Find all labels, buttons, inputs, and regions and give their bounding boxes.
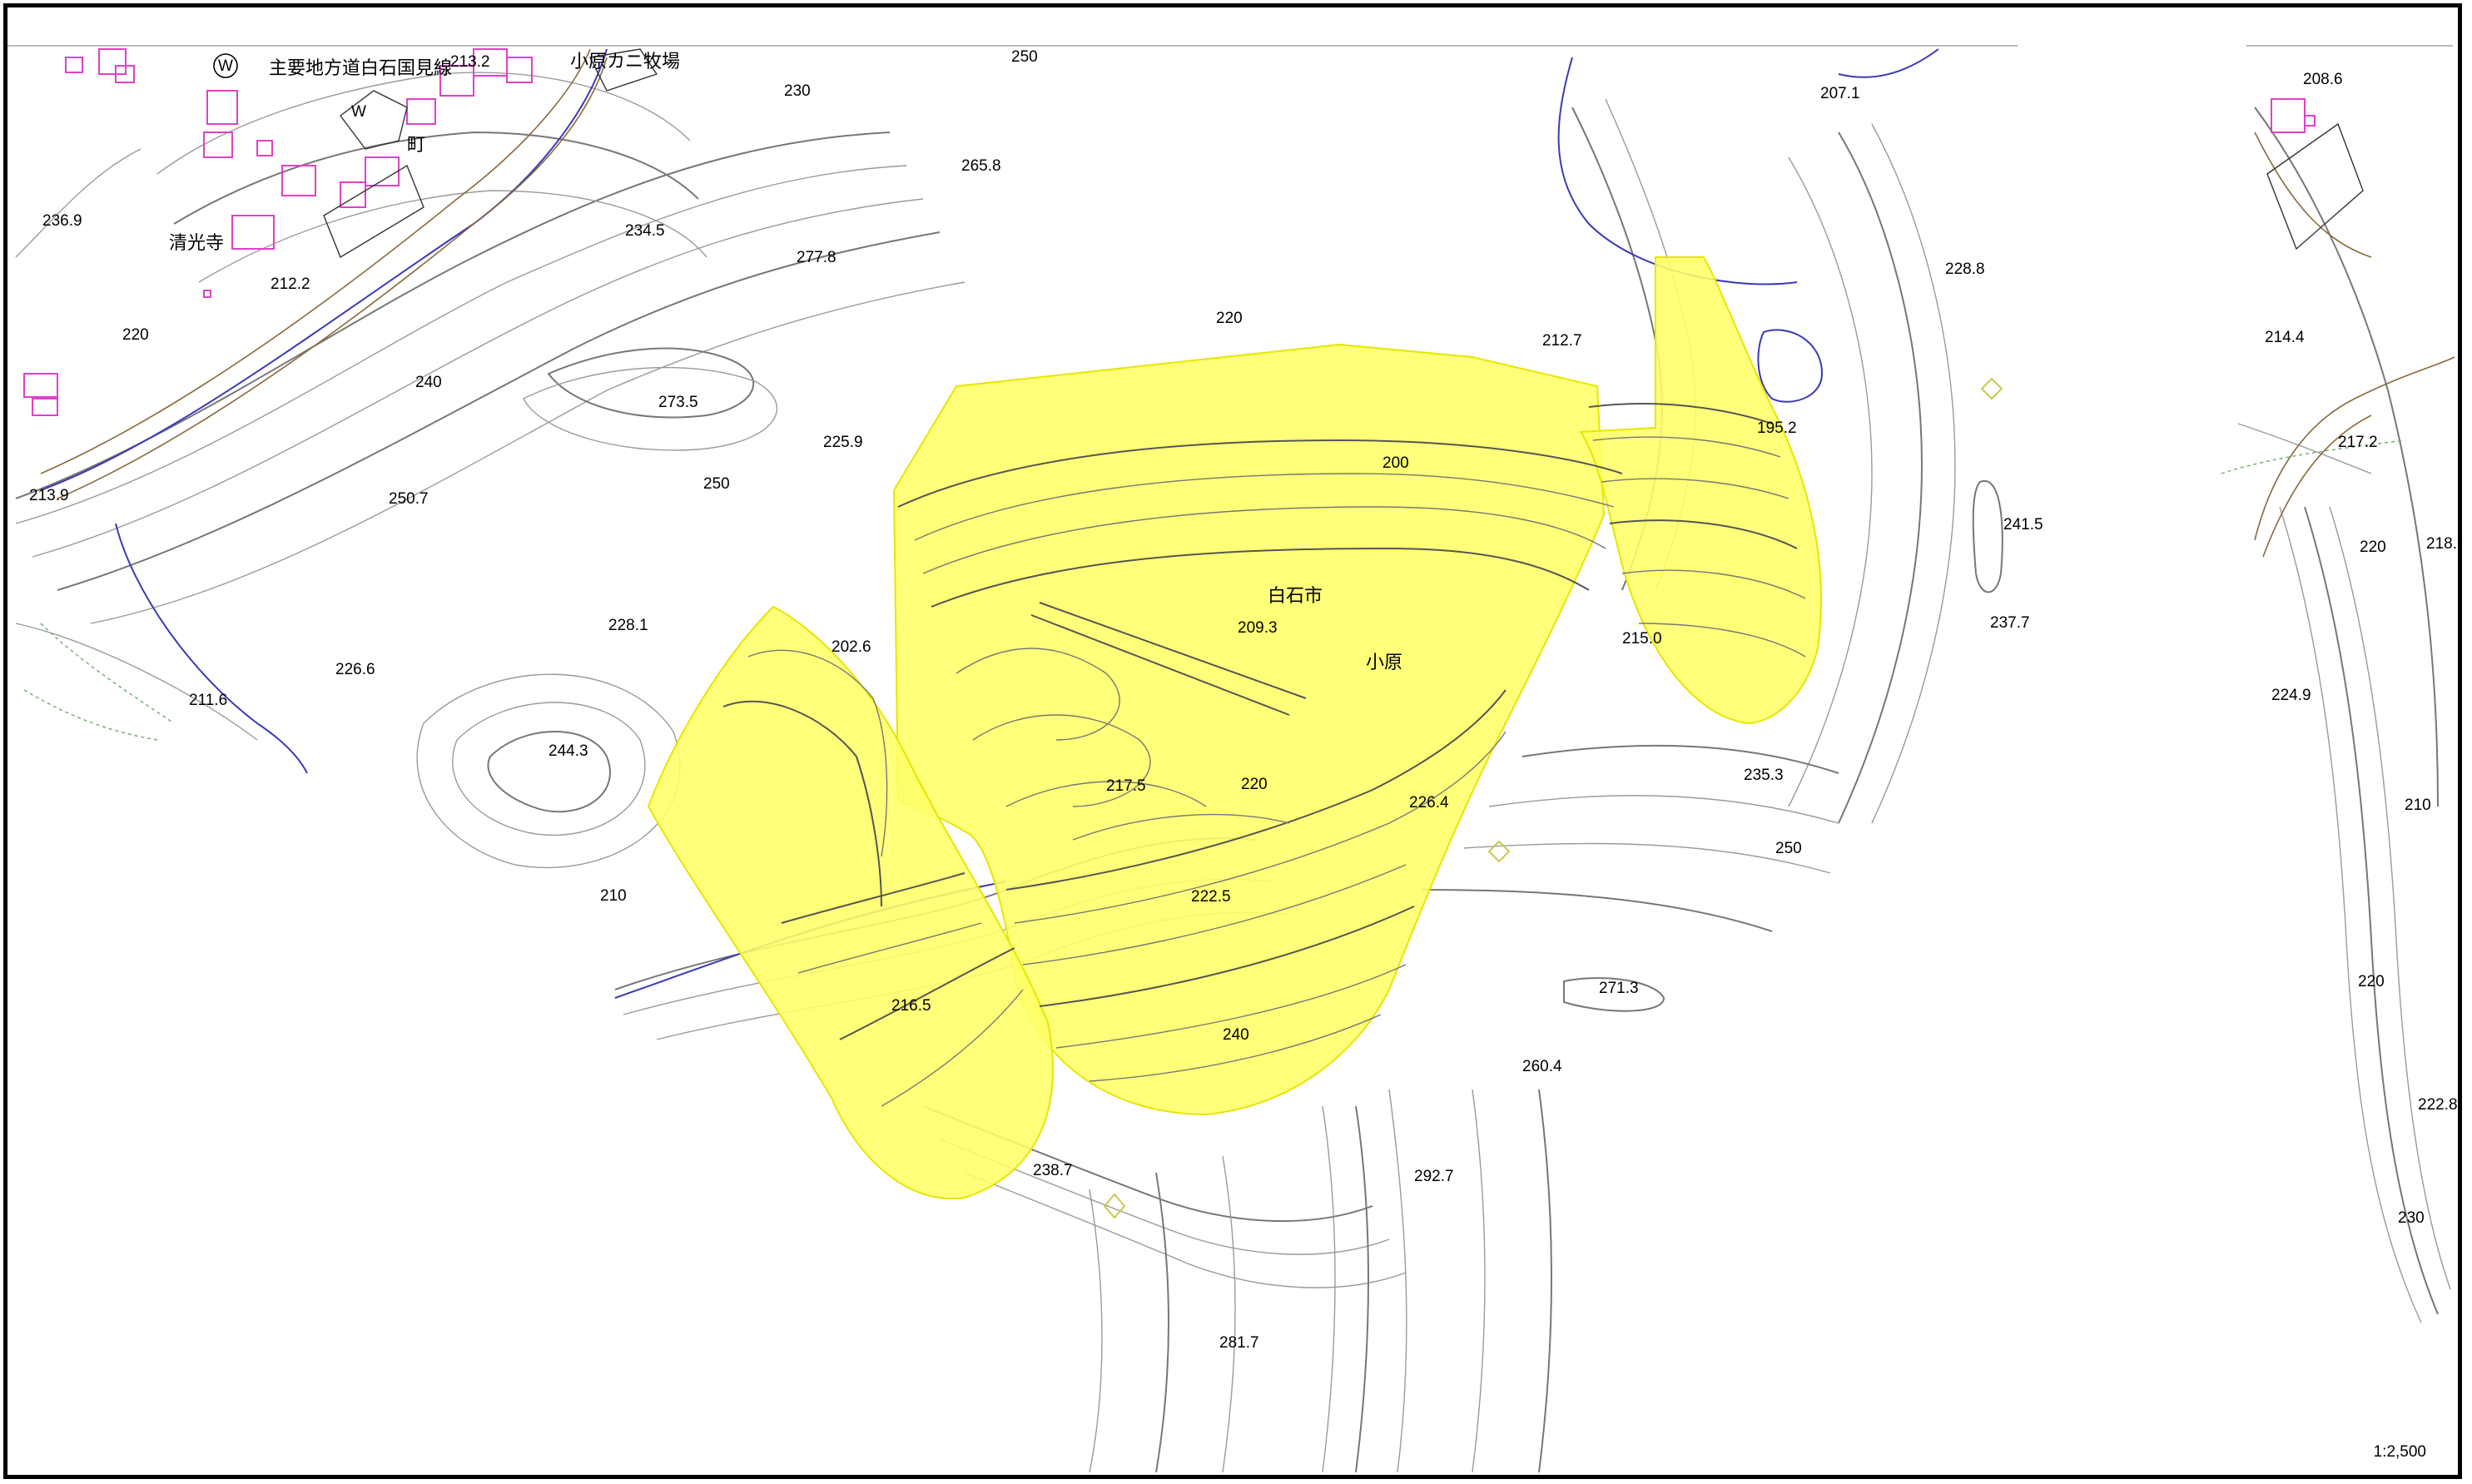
- elevation-label: 209.3: [1238, 619, 1278, 637]
- elevation-label: 240: [415, 374, 442, 391]
- elevation-label: 244.3: [549, 742, 588, 760]
- elevation-label: 212.7: [1542, 332, 1582, 350]
- elevation-label: 226.4: [1409, 794, 1449, 811]
- elevation-label: 292.7: [1414, 1168, 1454, 1185]
- elevation-label: 250: [1011, 48, 1038, 66]
- map-symbols: W W: [213, 53, 366, 121]
- map-top-border: [7, 45, 2458, 47]
- buildings: [23, 48, 2316, 416]
- elevation-label: 240: [1223, 1026, 1249, 1044]
- elevation-label: 237.7: [1990, 614, 2030, 632]
- elevation-label: 218.9: [2426, 535, 2462, 553]
- elevation-label: 216.5: [891, 997, 931, 1015]
- elevation-label: 236.9: [42, 212, 82, 230]
- symbol-w-1: W: [218, 57, 233, 75]
- elevation-label: 250: [1775, 840, 1802, 857]
- temple-name-label: 清光寺: [169, 232, 224, 253]
- elevation-label: 230: [784, 82, 811, 100]
- elevation-label: 235.3: [1744, 767, 1784, 784]
- ranch-name-label: 小原カニ牧場: [570, 51, 680, 72]
- roads: [40, 48, 2455, 558]
- road-name-label: 主要地方道白石国見線: [269, 57, 452, 78]
- elevation-label: 265.8: [961, 157, 1001, 175]
- elevation-label: 217.2: [2338, 434, 2378, 451]
- elevation-label: 250: [703, 475, 730, 493]
- dotted-paths: [23, 439, 2405, 741]
- elevation-label: 207.1: [1820, 85, 1860, 102]
- elevation-label: 273.5: [658, 394, 698, 411]
- elevation-label: 260.4: [1522, 1058, 1562, 1075]
- elevation-label: 213.9: [29, 487, 69, 504]
- elevation-label: 202.6: [831, 638, 871, 656]
- diamond-markers: [1103, 377, 2003, 1219]
- elevation-label: 222.8: [2418, 1096, 2458, 1114]
- place-labels: 主要地方道白石国見線 小原カニ牧場 清光寺 町 白石市 小原: [169, 51, 1402, 673]
- elevation-label: 200: [1382, 454, 1409, 472]
- symbol-w-2: W: [351, 103, 366, 121]
- highlighted-zone[interactable]: [647, 256, 1822, 1200]
- elevation-label: 250.7: [389, 490, 429, 508]
- elevation-label: 210: [600, 887, 627, 905]
- elevation-label: 228.1: [608, 617, 648, 634]
- scale-label: 1:2,500: [2373, 1443, 2426, 1461]
- elevation-label: 213.2: [450, 53, 490, 71]
- elevation-label: 234.5: [625, 222, 665, 240]
- town-label: 町: [407, 134, 425, 155]
- elevation-label: 215.0: [1622, 630, 1662, 648]
- elevation-label: 220: [1241, 776, 1268, 793]
- elevation-label: 208.6: [2303, 71, 2343, 88]
- elevation-label: 220: [2358, 973, 2385, 990]
- elevation-label: 238.7: [1033, 1162, 1073, 1179]
- contour-lines-in-zone: [722, 403, 1806, 1107]
- elevation-label: 277.8: [797, 249, 836, 266]
- topographic-map[interactable]: W W 主要地方道白石国見線 小原カニ牧場 清光寺 町 白石市 小原 213.2…: [7, 7, 2462, 1479]
- unmapped-areas: [2018, 41, 2458, 1475]
- elevation-label: 225.9: [823, 434, 863, 451]
- elevation-label: 220: [2360, 539, 2386, 556]
- elevation-label: 220: [122, 326, 149, 344]
- elevation-label: 241.5: [2003, 516, 2043, 534]
- elevation-label: 271.3: [1599, 980, 1639, 997]
- elevation-label: 195.2: [1757, 419, 1797, 437]
- elevation-label: 217.5: [1106, 777, 1146, 795]
- elevation-label: 212.2: [271, 275, 310, 293]
- district-name-label: 小原: [1366, 652, 1402, 673]
- elevation-label: 220: [1216, 310, 1243, 327]
- elevation-label: 228.8: [1945, 261, 1985, 278]
- elevation-label: 224.9: [2271, 687, 2311, 704]
- elevation-label: 211.6: [189, 692, 227, 709]
- city-name-label: 白石市: [1268, 585, 1323, 606]
- elevation-label: 210: [2405, 797, 2431, 814]
- map-frame: W W 主要地方道白石国見線 小原カニ牧場 清光寺 町 白石市 小原 213.2…: [3, 3, 2462, 1479]
- elevation-label: 222.5: [1191, 888, 1231, 906]
- elevation-label: 281.7: [1219, 1334, 1259, 1352]
- elevation-labels: 213.2 250 230 207.1 208.6 236.9 265.8 23…: [29, 48, 2462, 1352]
- elevation-label: 226.6: [335, 661, 375, 678]
- elevation-label: 214.4: [2265, 329, 2305, 346]
- lot-outlines: [323, 48, 2364, 259]
- elevation-label: 230: [2398, 1209, 2425, 1227]
